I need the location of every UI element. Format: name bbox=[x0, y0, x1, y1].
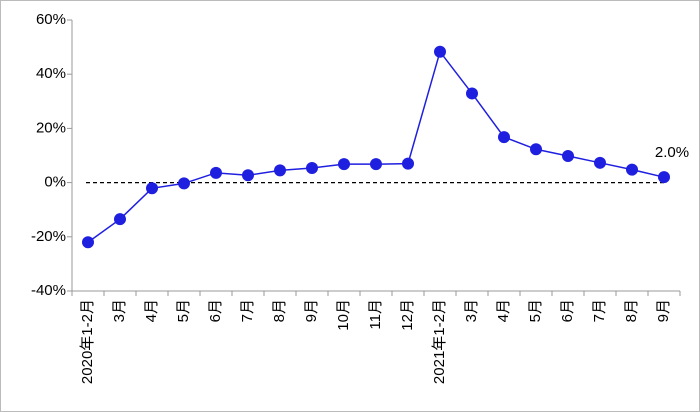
x-tick-label: 8月 bbox=[271, 299, 288, 322]
data-point bbox=[466, 87, 478, 100]
x-tick-label: 8月 bbox=[623, 299, 640, 322]
x-tick-label: 6月 bbox=[559, 299, 576, 322]
y-tick-label: 60% bbox=[36, 11, 66, 28]
x-tick-label: 11月 bbox=[367, 299, 384, 330]
data-point bbox=[242, 169, 254, 182]
x-tick-label: 6月 bbox=[207, 299, 224, 322]
data-point bbox=[82, 236, 94, 249]
data-point bbox=[626, 163, 638, 176]
data-point bbox=[530, 143, 542, 156]
x-tick-label: 2020年1-2月 bbox=[79, 299, 96, 384]
y-tick-label: -20% bbox=[31, 228, 66, 245]
data-point bbox=[402, 157, 414, 170]
x-tick-label: 10月 bbox=[335, 299, 352, 331]
x-tick-label: 7月 bbox=[239, 299, 256, 322]
data-point bbox=[178, 177, 190, 190]
data-point bbox=[114, 213, 126, 226]
y-tick-label: 20% bbox=[36, 119, 66, 136]
data-point bbox=[274, 164, 286, 177]
data-point bbox=[434, 45, 446, 58]
data-point bbox=[594, 156, 606, 169]
x-tick-label: 4月 bbox=[495, 299, 512, 322]
x-tick-label: 5月 bbox=[175, 299, 192, 322]
x-tick-label: 12月 bbox=[399, 299, 416, 331]
data-point bbox=[370, 158, 382, 171]
x-tick-label: 2021年1-2月 bbox=[431, 299, 448, 384]
y-tick-label: -40% bbox=[31, 282, 66, 299]
data-point bbox=[210, 166, 222, 179]
x-tick-label: 3月 bbox=[111, 299, 128, 322]
x-tick-label: 5月 bbox=[527, 299, 544, 322]
data-point bbox=[306, 161, 318, 174]
x-tick-label: 7月 bbox=[591, 299, 608, 322]
data-point bbox=[658, 171, 670, 184]
x-tick-label: 3月 bbox=[463, 299, 480, 322]
data-point bbox=[146, 182, 158, 195]
data-point bbox=[562, 150, 574, 163]
data-point bbox=[498, 131, 510, 144]
x-tick-label: 9月 bbox=[303, 299, 320, 322]
x-tick-label: 4月 bbox=[143, 299, 160, 322]
y-tick-label: 0% bbox=[44, 174, 66, 191]
x-tick-label: 9月 bbox=[655, 299, 672, 322]
y-tick-label: 40% bbox=[36, 65, 66, 82]
data-point bbox=[338, 158, 350, 171]
data-label: 2.0% bbox=[655, 144, 689, 161]
